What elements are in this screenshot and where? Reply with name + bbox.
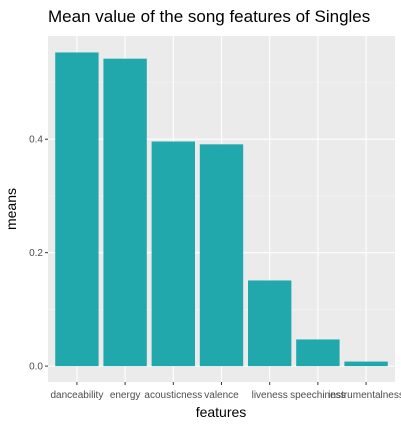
y-tick-label: 0.2 [29, 248, 43, 259]
bar-energy [103, 58, 147, 367]
y-tick-label: 0.4 [29, 135, 43, 146]
bar-instrumentalness [344, 361, 388, 367]
x-axis-title: features [196, 404, 247, 420]
y-axis-title: means [3, 188, 19, 230]
chart-title: Mean value of the song features of Singl… [48, 7, 370, 26]
bar-valence [199, 144, 244, 367]
axis-layer: 0.0 0.2 0.4 danceability energy acousticness v… [29, 135, 401, 401]
x-tick-label-valence: valence [204, 390, 239, 401]
bar-acousticness [151, 141, 195, 367]
bar-layer [55, 52, 388, 367]
x-tick-label-danceability: danceability [51, 390, 104, 401]
x-tick-label-acousticness: acousticness [144, 390, 202, 401]
x-tick-label-liveness: liveness [252, 390, 288, 401]
bar-danceability [55, 52, 99, 367]
bar-liveness [248, 280, 292, 367]
y-tick-label: 0.0 [29, 362, 43, 373]
bar-speechiness [296, 339, 340, 367]
x-tick-label-instrumentalness: instrumentalness [328, 390, 401, 401]
x-tick-label-energy: energy [110, 390, 141, 401]
x-tick-label-speechiness: speechiness [290, 390, 346, 401]
